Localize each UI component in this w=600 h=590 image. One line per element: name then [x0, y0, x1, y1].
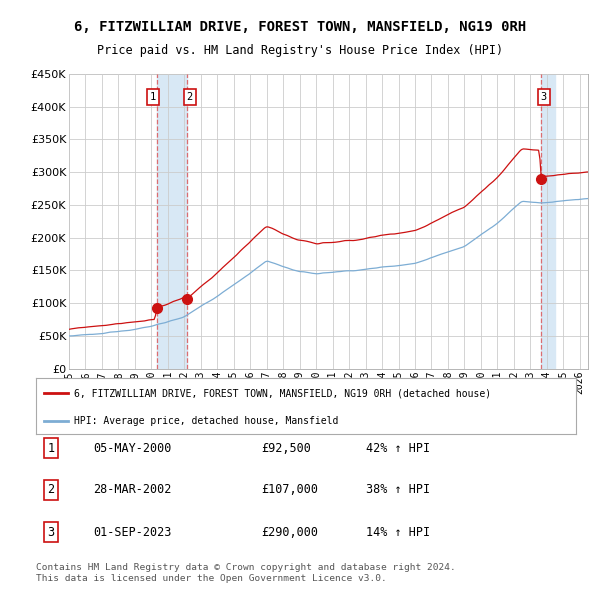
Text: £290,000: £290,000	[261, 526, 318, 539]
Text: 14% ↑ HPI: 14% ↑ HPI	[366, 526, 430, 539]
Text: 2: 2	[187, 91, 193, 101]
Text: Contains HM Land Registry data © Crown copyright and database right 2024.
This d: Contains HM Land Registry data © Crown c…	[36, 563, 456, 583]
Text: 38% ↑ HPI: 38% ↑ HPI	[366, 483, 430, 496]
Text: £107,000: £107,000	[261, 483, 318, 496]
Text: 3: 3	[47, 526, 55, 539]
Text: 1: 1	[47, 442, 55, 455]
Text: 6, FITZWILLIAM DRIVE, FOREST TOWN, MANSFIELD, NG19 0RH: 6, FITZWILLIAM DRIVE, FOREST TOWN, MANSF…	[74, 19, 526, 34]
Text: HPI: Average price, detached house, Mansfield: HPI: Average price, detached house, Mans…	[74, 417, 338, 427]
Text: 6, FITZWILLIAM DRIVE, FOREST TOWN, MANSFIELD, NG19 0RH (detached house): 6, FITZWILLIAM DRIVE, FOREST TOWN, MANSF…	[74, 388, 491, 398]
Text: Price paid vs. HM Land Registry's House Price Index (HPI): Price paid vs. HM Land Registry's House …	[97, 44, 503, 57]
Text: 1: 1	[149, 91, 156, 101]
Bar	[541, 74, 555, 369]
Text: £92,500: £92,500	[261, 442, 311, 455]
Text: 2: 2	[47, 483, 55, 496]
Text: 05-MAY-2000: 05-MAY-2000	[93, 442, 172, 455]
Text: 3: 3	[541, 91, 547, 101]
Bar	[157, 74, 187, 369]
Bar	[541, 74, 588, 369]
Text: 28-MAR-2002: 28-MAR-2002	[93, 483, 172, 496]
Text: 01-SEP-2023: 01-SEP-2023	[93, 526, 172, 539]
Text: 42% ↑ HPI: 42% ↑ HPI	[366, 442, 430, 455]
